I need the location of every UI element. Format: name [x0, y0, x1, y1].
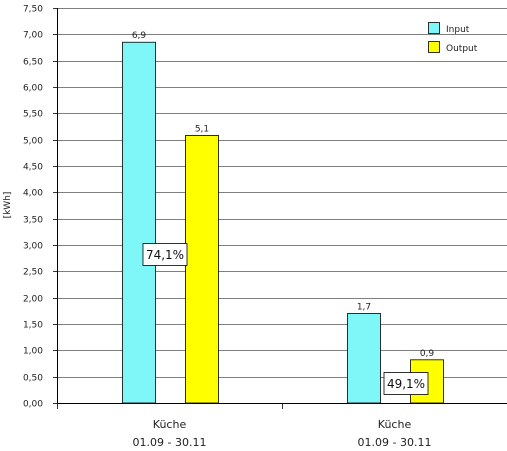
x-category-label: Küche — [378, 418, 412, 431]
y-tick-label: 3,50 — [23, 216, 43, 226]
ratio-label: 49,1% — [387, 377, 425, 391]
y-tick-label: 4,50 — [23, 163, 43, 173]
y-tick-label: 2,50 — [23, 268, 43, 278]
y-tick-labels: 0,00 0,50 1,00 1,50 2,00 2,50 3,00 3,50 4,00 4,50… — [23, 5, 43, 410]
y-tick-label: 2,00 — [23, 295, 43, 305]
y-tick-label: 4,00 — [23, 189, 43, 199]
y-tick-label: 7,50 — [23, 5, 43, 15]
y-tick-label: 0,50 — [23, 374, 43, 384]
bar-output — [185, 135, 219, 404]
legend-swatch-output — [428, 41, 440, 53]
axes — [53, 8, 507, 409]
y-axis-label: [kWh] — [3, 192, 13, 219]
x-category-label: 01.09 - 30.11 — [358, 436, 432, 449]
x-category-labels: Küche 01.09 - 30.11 Küche 01.09 - 30.11 — [133, 418, 432, 449]
y-tick-label: 6,00 — [23, 84, 43, 94]
data-label: 5,1 — [195, 124, 209, 134]
data-label: 1,7 — [357, 302, 371, 312]
legend-label-output: Output — [446, 44, 478, 54]
y-tick-label: 3,00 — [23, 242, 43, 252]
data-labels: 6,9 5,1 1,7 0,9 — [132, 31, 435, 359]
x-category-label: Küche — [153, 418, 187, 431]
bars — [122, 41, 444, 404]
legend-swatch-input — [428, 22, 440, 34]
y-tick-label: 1,00 — [23, 347, 43, 357]
y-tick-label: 6,50 — [23, 58, 43, 68]
y-tick-label: 0,00 — [23, 400, 43, 410]
ratio-labels: 74,1% 49,1% — [142, 243, 429, 395]
bar-input — [347, 313, 381, 404]
ratio-box — [383, 372, 429, 395]
data-label: 0,9 — [420, 349, 435, 359]
bar-input — [122, 41, 156, 404]
legend: Input Output — [428, 22, 478, 54]
legend-label-input: Input — [446, 25, 470, 35]
y-tick-label: 5,00 — [23, 137, 43, 147]
data-label: 6,9 — [132, 31, 147, 41]
ratio-label: 74,1% — [146, 248, 184, 262]
ratio-box — [142, 243, 188, 266]
y-tick-label: 5,50 — [23, 110, 43, 120]
x-category-label: 01.09 - 30.11 — [133, 436, 207, 449]
y-tick-label: 7,00 — [23, 31, 43, 41]
y-tick-label: 1,50 — [23, 321, 43, 331]
